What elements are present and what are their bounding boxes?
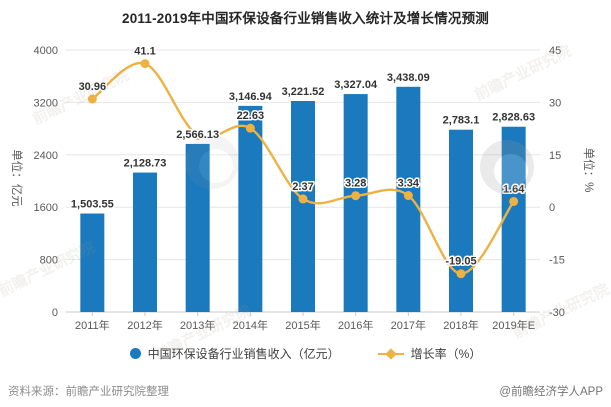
line-marker-2015年 [298,194,308,204]
left-axis-tick-label: 2400 [34,150,58,162]
line-marker-2013年 [193,130,203,140]
legend-item-growth[interactable]: 增长率（%） [377,345,482,362]
x-axis-label: 2012年 [127,318,162,332]
bar-value-label: 2,828.63 [492,112,535,124]
chart-title: 2011-2019年中国环保设备行业销售收入统计及增长情况预测 [121,11,489,26]
bar-value-label: 3,221.52 [282,86,325,98]
left-axis-tick-label: 800 [40,255,58,267]
bar-2016年 [343,94,368,312]
x-axis-label: 2016年 [338,318,373,332]
bar-value-label: 3,146.94 [229,91,273,103]
legend: 中国环保设备行业销售收入（亿元） 增长率（%） [0,345,611,362]
line-value-label: 2.37 [292,181,313,193]
left-axis-tick-label: 0 [52,307,58,319]
line-value-label: 41.1 [134,46,155,58]
right-axis-tick-label: 0 [549,202,555,214]
bar-value-label: 2,783.1 [443,115,480,127]
line-marker-2018年 [456,269,466,279]
right-axis-tick-label: -30 [549,307,565,319]
bar-series-swatch-icon [129,348,141,359]
bar-value-label: 3,438.09 [387,72,430,84]
line-value-label: 22.63 [237,110,265,122]
line-marker-2017年 [403,191,413,201]
line-marker-2014年 [245,123,255,133]
bar-2014年 [238,105,263,312]
right-axis-title: 单位：% [582,147,594,193]
left-axis-tick-label: 1600 [34,202,58,214]
bar-value-label: 1,503.55 [71,199,114,211]
bar-2011年 [80,213,105,312]
legend-label-revenue: 中国环保设备行业销售收入（亿元） [147,347,340,361]
right-axis-tick-label: 45 [549,45,561,57]
diamond-marker-icon [385,347,397,360]
line-marker-2019年E [509,196,519,206]
line-marker-2012年 [140,59,150,69]
x-axis-label: 2019年E [492,318,535,332]
bar-value-label: 2,128.73 [124,158,167,170]
line-value-label: 3.34 [398,178,420,190]
left-axis-tick-label: 4000 [34,45,58,57]
line-value-label: 30.96 [79,81,107,93]
bar-value-label: 3,327.04 [334,79,378,91]
bar-2015年 [291,100,315,312]
x-axis-label: 2017年 [391,318,426,332]
source-note: 资料来源：前瞻产业研究院整理 [8,386,169,398]
bar-2019年E [501,126,526,312]
line-marker-2016年 [351,191,361,201]
line-value-label: -19.05 [445,256,476,268]
legend-item-revenue[interactable]: 中国环保设备行业销售收入（亿元） [129,345,340,362]
line-value-label: 1.64 [503,183,525,195]
right-axis-tick-label: 30 [549,97,561,109]
credit-note: @前瞻经济学人APP [499,386,603,398]
line-value-label: 3.28 [345,178,366,190]
line-series-swatch-icon [377,347,404,360]
x-axis-label: 2011年 [75,318,110,332]
x-axis-label: 2018年 [443,318,478,332]
left-axis-tick-label: 3200 [34,97,58,109]
x-axis-label: 2013年 [180,318,215,332]
legend-label-growth: 增长率（%） [410,347,482,361]
right-axis-tick-label: 15 [549,150,561,162]
x-axis-label: 2015年 [285,318,320,332]
footer: 资料来源：前瞻产业研究院整理 @前瞻经济学人APP [8,383,603,399]
bar-2013年 [185,143,210,312]
bar-2018年 [449,129,473,312]
left-axis-title: 单位：亿元 [10,149,22,207]
x-axis-label: 2014年 [233,318,268,332]
line-marker-2011年 [87,94,97,104]
bar-2012年 [133,172,157,312]
right-axis-tick-label: -15 [549,255,565,267]
bar-value-label: 2,566.13 [176,129,219,141]
